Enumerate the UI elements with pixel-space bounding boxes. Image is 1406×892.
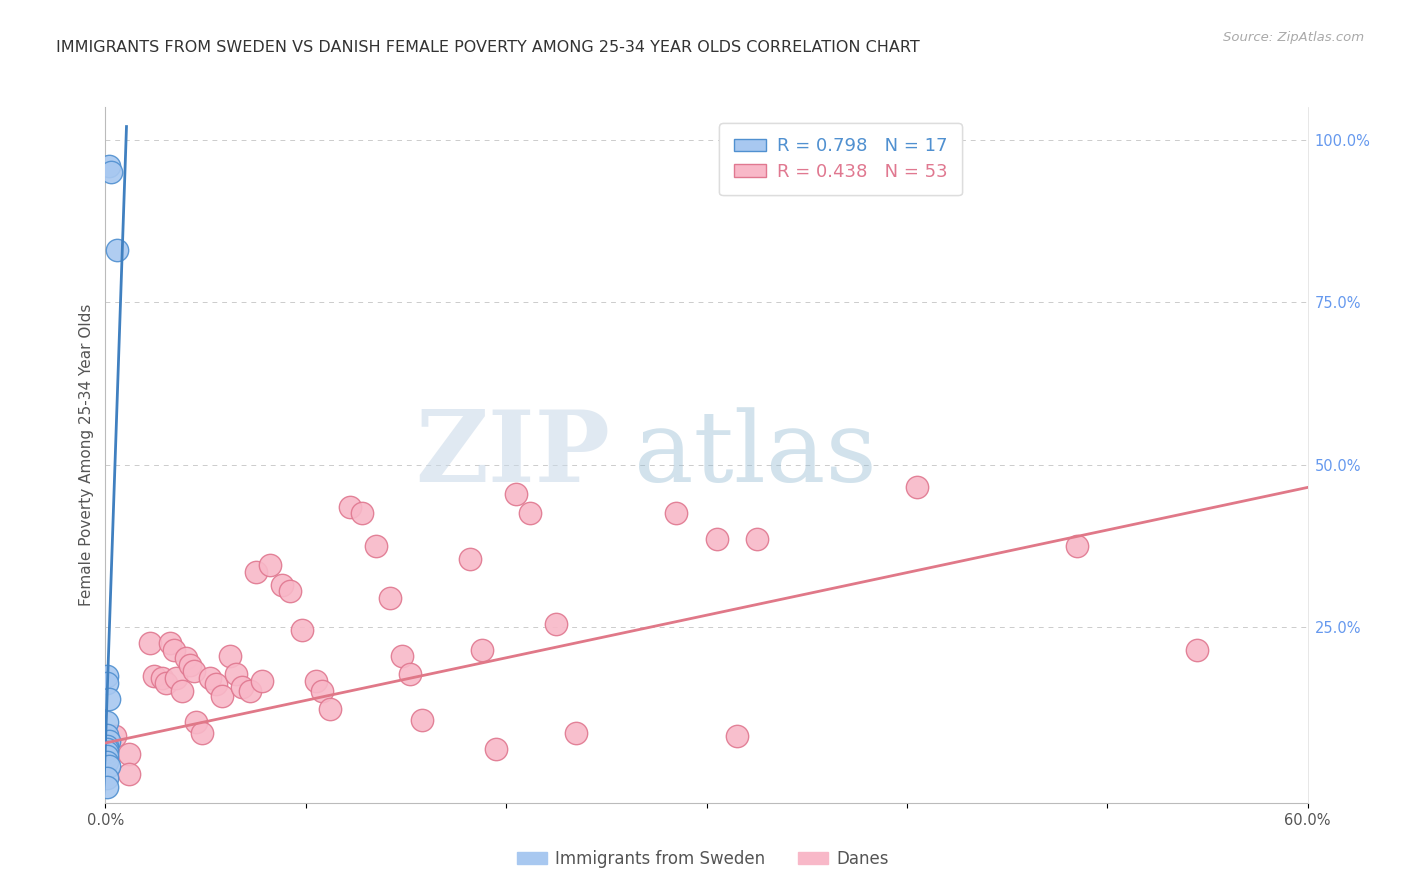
Point	[505, 487, 527, 501]
Point	[198, 671, 221, 685]
Point	[159, 636, 181, 650]
Point	[179, 657, 201, 672]
Point	[270, 578, 292, 592]
Point	[138, 636, 160, 650]
Point	[96, 727, 118, 741]
Point	[250, 673, 273, 688]
Point	[278, 584, 301, 599]
Point	[665, 507, 688, 521]
Point	[259, 558, 281, 573]
Point	[399, 667, 422, 681]
Point	[364, 539, 387, 553]
Point	[96, 714, 118, 729]
Point	[319, 701, 342, 715]
Point	[458, 552, 481, 566]
Legend: R = 0.798   N = 17, R = 0.438   N = 53: R = 0.798 N = 17, R = 0.438 N = 53	[718, 123, 962, 195]
Point	[96, 742, 118, 756]
Point	[96, 780, 118, 795]
Point	[170, 684, 193, 698]
Point	[239, 684, 262, 698]
Point	[96, 739, 118, 753]
Point	[1066, 539, 1088, 553]
Point	[311, 684, 333, 698]
Point	[211, 689, 233, 703]
Text: Source: ZipAtlas.com: Source: ZipAtlas.com	[1223, 31, 1364, 45]
Text: atlas: atlas	[634, 407, 877, 503]
Point	[706, 533, 728, 547]
Point	[204, 677, 226, 691]
Point	[98, 759, 121, 773]
Point	[104, 730, 127, 744]
Text: ZIP: ZIP	[415, 407, 610, 503]
Point	[184, 714, 207, 729]
Point	[98, 159, 121, 173]
Point	[378, 591, 401, 605]
Point	[96, 749, 118, 764]
Point	[155, 675, 177, 690]
Point	[96, 745, 118, 759]
Point	[231, 680, 253, 694]
Point	[725, 730, 748, 744]
Point	[162, 643, 184, 657]
Point	[291, 624, 314, 638]
Point	[245, 565, 267, 579]
Point	[118, 766, 141, 780]
Y-axis label: Female Poverty Among 25-34 Year Olds: Female Poverty Among 25-34 Year Olds	[79, 304, 94, 606]
Point	[218, 649, 240, 664]
Point	[107, 243, 129, 257]
Text: IMMIGRANTS FROM SWEDEN VS DANISH FEMALE POVERTY AMONG 25-34 YEAR OLDS CORRELATIO: IMMIGRANTS FROM SWEDEN VS DANISH FEMALE …	[56, 40, 920, 55]
Point	[98, 691, 121, 706]
Point	[1187, 643, 1209, 657]
Point	[96, 756, 118, 770]
Point	[745, 533, 768, 547]
Point	[142, 669, 165, 683]
Point	[546, 617, 568, 632]
Point	[174, 651, 197, 665]
Legend: Immigrants from Sweden, Danes: Immigrants from Sweden, Danes	[510, 844, 896, 875]
Point	[96, 675, 118, 690]
Point	[225, 667, 247, 681]
Point	[471, 643, 494, 657]
Point	[150, 671, 173, 685]
Point	[183, 665, 205, 679]
Point	[100, 165, 122, 179]
Point	[339, 500, 361, 514]
Point	[98, 734, 121, 748]
Point	[96, 771, 118, 785]
Point	[565, 725, 588, 739]
Point	[905, 480, 928, 494]
Point	[118, 747, 141, 761]
Point	[96, 669, 118, 683]
Point	[350, 507, 373, 521]
Point	[305, 673, 328, 688]
Point	[391, 649, 413, 664]
Point	[411, 713, 433, 727]
Point	[519, 507, 541, 521]
Point	[165, 671, 187, 685]
Point	[190, 725, 212, 739]
Point	[485, 742, 508, 756]
